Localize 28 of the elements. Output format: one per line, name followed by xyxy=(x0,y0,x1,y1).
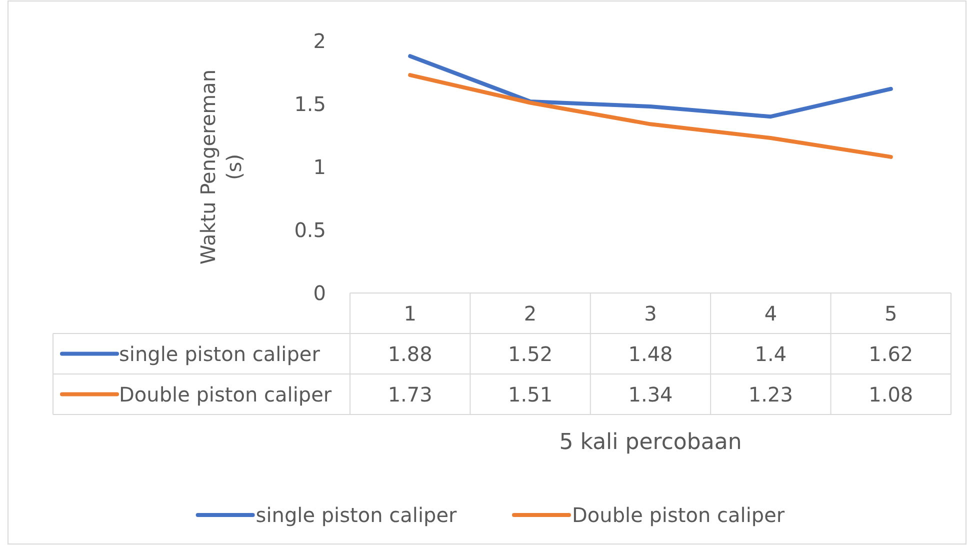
x-tick-label: 4 xyxy=(764,301,778,326)
data-label: 1.88 xyxy=(388,342,432,366)
text: Double piston caliper xyxy=(572,503,785,527)
data-label: 1.08 xyxy=(868,382,914,406)
y-axis-title: Waktu Pengereman (s) xyxy=(196,69,246,265)
data-label: 1.48 xyxy=(628,342,673,366)
legend-label: Double piston caliper xyxy=(119,382,332,406)
data-label: 1.62 xyxy=(868,342,914,366)
y-tick-label: 0 xyxy=(313,281,326,305)
data-label: 1.23 xyxy=(748,382,793,406)
legend-label: single piston caliper xyxy=(119,342,321,366)
y-tick-label: 0.5 xyxy=(294,218,326,242)
y-tick-label: 1 xyxy=(313,155,326,179)
data-label: 1.4 xyxy=(754,342,787,366)
x-tick-label: 1 xyxy=(404,301,416,326)
x-tick-label: 5 xyxy=(884,301,898,326)
y-tick-label: 2 xyxy=(313,29,326,53)
x-tick-label: 3 xyxy=(644,301,657,326)
x-tick-label: 2 xyxy=(524,301,537,326)
line-series xyxy=(408,54,893,119)
data-label: 1.73 xyxy=(388,382,432,406)
data-label: 1.34 xyxy=(628,382,673,406)
x-axis-title: 5 kali percobaan xyxy=(559,430,742,456)
data-label: 1.51 xyxy=(508,382,553,406)
line-series xyxy=(408,73,893,159)
text: single piston caliper xyxy=(256,503,457,527)
data-label: 1.52 xyxy=(508,342,553,366)
y-tick-label: 1.5 xyxy=(294,92,326,116)
